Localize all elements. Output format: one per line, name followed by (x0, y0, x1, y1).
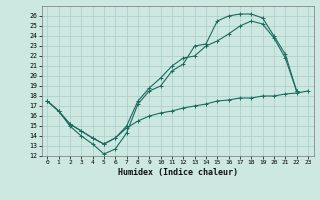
X-axis label: Humidex (Indice chaleur): Humidex (Indice chaleur) (118, 168, 237, 177)
